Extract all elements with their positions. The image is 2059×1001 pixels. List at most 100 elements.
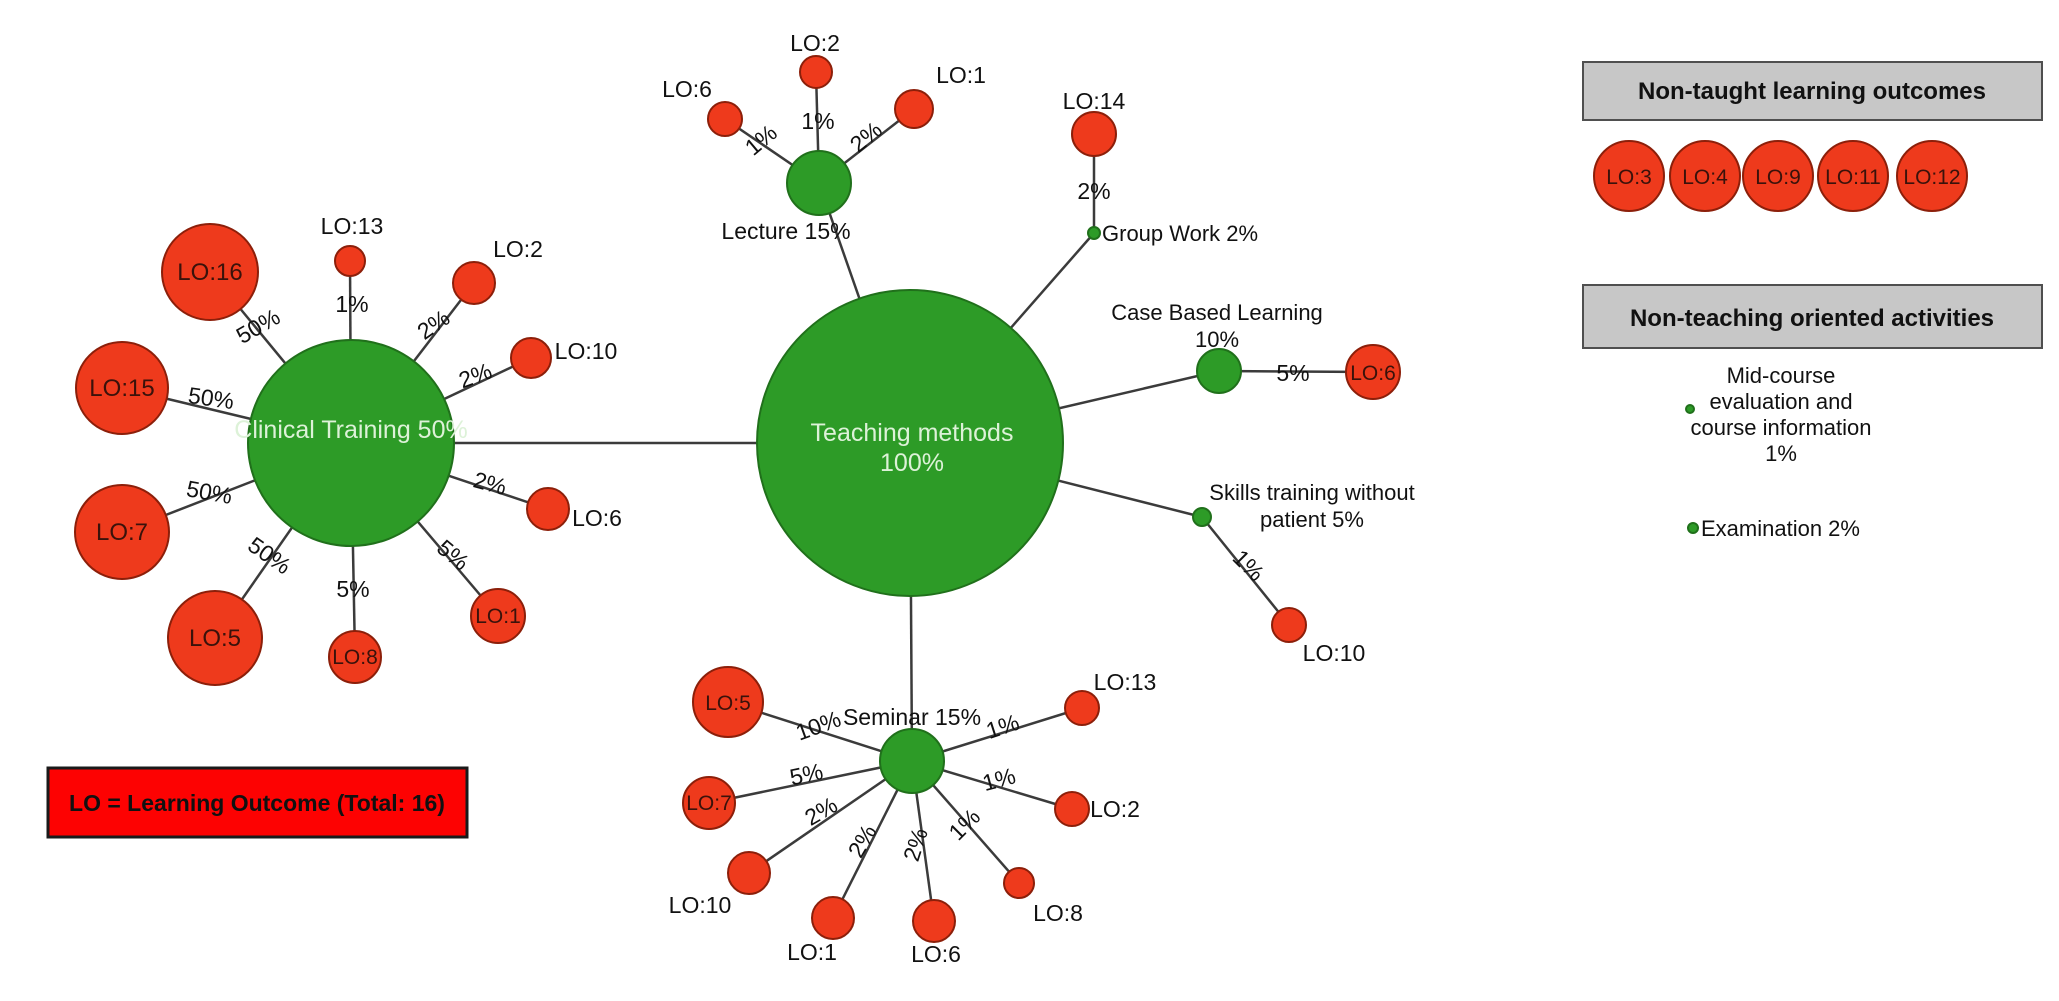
clinical-lo8-label: LO:8 [332, 646, 378, 669]
seminar-lo5-node [692, 666, 764, 738]
seminar-lo10-label: LO:10 [669, 892, 732, 918]
case-based-learning-label-line1: Case Based Learning [1111, 300, 1323, 325]
teaching-methods-label-line1: Teaching methods [811, 419, 1014, 447]
lecture-lo1-node [894, 89, 934, 129]
clinical-lo16-node [161, 223, 259, 321]
non-taught-lo12-node [1896, 140, 1968, 212]
non-taught-header-box [1582, 61, 2043, 121]
method-nodes: Teaching methods 100% Clinical Training … [234, 150, 1415, 794]
midcourse-label-line4: 1% [1765, 441, 1797, 466]
seminar-satellites: LO:5 10% LO:7 5% LO:10 2% LO:1 2% LO:6 2… [669, 666, 1157, 967]
skills-lo10-label: LO:10 [1303, 640, 1366, 666]
clinical-lo8-node [328, 630, 382, 684]
case-based-learning-label-line2: 10% [1195, 327, 1239, 352]
clinical-lo6-pct: 2% [471, 466, 510, 500]
skills-lo10-node [1271, 607, 1307, 643]
clinical-lo2-label: LO:2 [493, 236, 543, 262]
examination-label: Examination 2% [1701, 516, 1860, 541]
seminar-lo2-label: LO:2 [1090, 796, 1140, 822]
non-teaching-header-title: Non-teaching oriented activities [1630, 305, 1994, 332]
midcourse-label-line1: Mid-course [1727, 363, 1836, 388]
group-work-node [1087, 226, 1101, 240]
midcourse-node [1685, 404, 1695, 414]
clinical-lo10-label: LO:10 [555, 338, 618, 364]
group-work-label: Group Work 2% [1102, 221, 1258, 246]
seminar-lo1-label: LO:1 [787, 939, 837, 965]
lecture-lo1-pct: 2% [845, 116, 887, 157]
lecture-lo1-label: LO:1 [936, 62, 986, 88]
skills-satellites: LO:10 1% [1228, 544, 1366, 666]
groupwork-satellites: LO:14 2% [1063, 88, 1126, 204]
clinical-lo6-label: LO:6 [572, 505, 622, 531]
non-taught-lo9-label: LO:9 [1755, 166, 1801, 189]
examination-node [1687, 522, 1699, 534]
seminar-lo2-node [1054, 791, 1090, 827]
lecture-lo6-node [707, 101, 743, 137]
groupwork-lo14-label: LO:14 [1063, 88, 1126, 114]
non-taught-lo11-label: LO:11 [1825, 166, 1881, 189]
cbl-lo6-node [1345, 344, 1401, 400]
clinical-lo8-pct: 5% [336, 576, 369, 602]
non-taught-header-title: Non-taught learning outcomes [1638, 78, 1986, 105]
clinical-lo15-node [75, 341, 169, 435]
non-taught-lo11-node [1817, 140, 1889, 212]
skills-training-node [1192, 507, 1212, 527]
midcourse-label-line3: course information [1691, 415, 1872, 440]
legend-box [46, 766, 469, 839]
lecture-lo2-pct: 1% [801, 108, 834, 134]
clinical-training-node [247, 339, 455, 547]
lecture-lo2-node [799, 55, 833, 89]
non-taught-lo3-label: LO:3 [1606, 166, 1652, 189]
lecture-lo2-label: LO:2 [790, 30, 840, 56]
clinical-lo5-pct: 50% [243, 532, 296, 580]
skills-training-label-line2: patient 5% [1260, 507, 1364, 532]
non-teaching-panel: Non-teaching oriented activities Mid-cou… [1582, 284, 2043, 541]
seminar-label: Seminar 15% [843, 704, 981, 730]
seminar-lo6-pct: 2% [898, 825, 933, 865]
teaching-methods-node [756, 289, 1064, 597]
non-taught-panel: Non-taught learning outcomes LO:3 LO:4 L… [1582, 61, 2043, 212]
edge-skills-lo10 [1201, 516, 1290, 626]
lecture-node [786, 150, 852, 216]
clinical-lo13-label: LO:13 [321, 213, 384, 239]
lecture-label: Lecture 15% [721, 218, 850, 244]
clinical-lo5-label: LO:5 [189, 625, 241, 652]
teaching-methods-label-line2: 100% [880, 449, 944, 477]
non-taught-lo4-node [1669, 140, 1741, 212]
clinical-lo15-pct: 50% [187, 382, 236, 414]
seminar-lo6-label: LO:6 [911, 941, 961, 967]
seminar-lo10-node [727, 851, 771, 895]
clinical-lo7-label: LO:7 [96, 519, 148, 546]
midcourse-label-line2: evaluation and [1709, 389, 1852, 414]
skills-training-label-line1: Skills training without [1209, 480, 1414, 505]
seminar-lo13-pct: 1% [983, 709, 1023, 744]
seminar-lo1-node [811, 896, 855, 940]
non-taught-lo3-node [1593, 140, 1665, 212]
cbl-lo6-pct: 5% [1276, 360, 1309, 386]
non-taught-lo9-node [1742, 140, 1814, 212]
seminar-lo6-node [912, 899, 956, 943]
cbl-lo6-label: LO:6 [1350, 362, 1396, 385]
case-based-learning-node [1196, 348, 1242, 394]
seminar-lo8-label: LO:8 [1033, 900, 1083, 926]
clinical-lo10-node [510, 337, 552, 379]
seminar-lo8-node [1003, 867, 1035, 899]
clinical-lo2-node [452, 261, 496, 305]
clinical-lo1-label: LO:1 [475, 605, 521, 628]
seminar-lo7-pct: 5% [787, 758, 825, 790]
seminar-lo7-node [682, 776, 736, 830]
non-taught-lo4-label: LO:4 [1682, 166, 1728, 189]
seminar-lo7-label: LO:7 [686, 792, 732, 815]
clinical-lo16-label: LO:16 [177, 259, 242, 286]
seminar-lo13-label: LO:13 [1094, 669, 1157, 695]
clinical-lo13-pct: 1% [335, 291, 368, 317]
clinical-training-label: Clinical Training 50% [234, 416, 467, 444]
legend: LO = Learning Outcome (Total: 16) [46, 766, 469, 839]
lecture-lo6-label: LO:6 [662, 76, 712, 102]
seminar-node [879, 728, 945, 794]
clinical-lo2-pct: 2% [412, 304, 454, 344]
cbl-satellites: LO:6 5% [1276, 344, 1401, 400]
seminar-lo5-label: LO:5 [705, 692, 751, 715]
